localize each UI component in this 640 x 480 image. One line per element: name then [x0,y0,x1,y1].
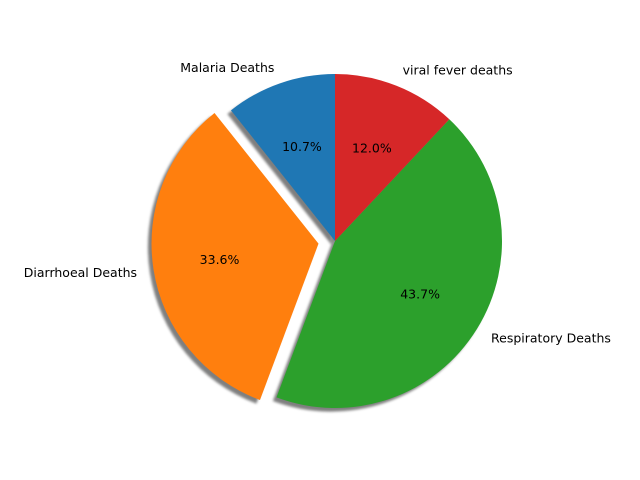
slice-percent-respiratory-deaths: 43.7% [400,286,440,301]
slice-percent-malaria-deaths: 10.7% [282,139,322,154]
pie-slice-viral-fever-deaths [335,74,450,241]
slice-label-viral-fever-deaths: viral fever deaths [403,63,513,78]
slice-label-respiratory-deaths: Respiratory Deaths [491,330,611,345]
slice-percent-viral-fever-deaths: 12.0% [352,140,392,155]
pie-label-layer: Malaria Deaths 10.7% Diarrhoeal Deaths 33.6… [24,60,611,345]
slice-label-diarrhoeal-deaths: Diarrhoeal Deaths [24,265,137,280]
pie-slice-respiratory-deaths [276,119,503,409]
pie-slice-diarrhoeal-deaths [151,112,319,401]
slice-percent-diarrhoeal-deaths: 33.6% [200,252,240,267]
pie-slice-layer [151,74,503,409]
pie-slice-malaria-deaths [230,74,335,241]
slice-label-malaria-deaths: Malaria Deaths [180,60,274,75]
